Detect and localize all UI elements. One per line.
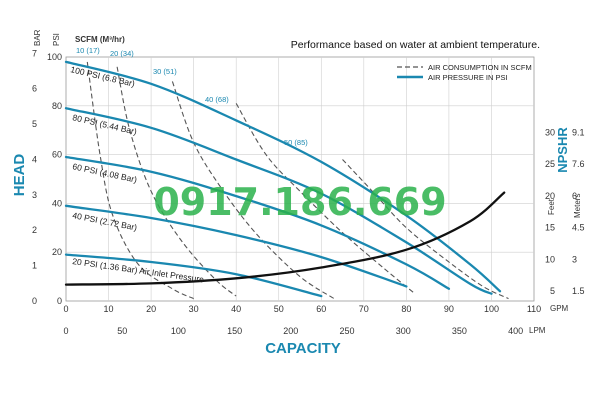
- npshr-tick-label-feet: 5: [550, 286, 555, 296]
- scfm-curve-5: [342, 159, 509, 300]
- legend-label-air-pressure: AIR PRESSURE IN PSI: [428, 73, 508, 82]
- x-tick-label-gpm: 80: [401, 304, 411, 314]
- y-tick-label-bar: 5: [32, 119, 37, 129]
- y-tick-label-bar: 4: [32, 154, 37, 164]
- x-tick-label-lpm: 300: [396, 326, 411, 336]
- y-tick-label-psi: 80: [52, 101, 62, 111]
- x-tick-label-gpm: 20: [146, 304, 156, 314]
- npshr-tick-label-meters: 6: [572, 191, 577, 201]
- x-tick-label-lpm: 200: [283, 326, 298, 336]
- npshr-tick-label-feet: 10: [545, 254, 555, 264]
- y-tick-label-bar: 7: [32, 48, 37, 58]
- psi-unit-label: PSI: [52, 33, 61, 46]
- bar-unit-label: BAR: [33, 29, 42, 46]
- scfm-curve-label-3: 30 (51): [153, 67, 177, 76]
- x-tick-label-lpm: 0: [63, 326, 68, 336]
- y-tick-label-psi: 20: [52, 247, 62, 257]
- x-tick-label-gpm: 30: [189, 304, 199, 314]
- y-tick-label-bar: 2: [32, 225, 37, 235]
- y-tick-label-psi: 0: [57, 296, 62, 306]
- x-tick-label-lpm: 350: [452, 326, 467, 336]
- npshr-tick-label-meters: 7.6: [572, 159, 585, 169]
- y-tick-label-bar: 3: [32, 190, 37, 200]
- x-tick-label-gpm: 90: [444, 304, 454, 314]
- x-tick-label-gpm: 100: [484, 304, 499, 314]
- npshr-tick-label-meters: 4.5: [572, 223, 585, 233]
- x-axis-title: CAPACITY: [265, 340, 341, 357]
- pressure-curve-5: [64, 253, 323, 298]
- scfm-curve-label-4: 40 (68): [205, 95, 229, 104]
- scfm-curve-label-1: 10 (17): [76, 46, 100, 55]
- pressure-curve-3: [64, 155, 451, 290]
- x-tick-label-lpm: 100: [171, 326, 186, 336]
- pressure-curve-4: [64, 204, 408, 288]
- performance-note: Performance based on water at ambient te…: [291, 39, 540, 51]
- x-tick-label-gpm: 70: [359, 304, 369, 314]
- scfm-curve-1: [86, 61, 194, 300]
- npshr-tick-label-feet: 30: [545, 127, 555, 137]
- scfm-curves: [86, 61, 509, 300]
- y-tick-label-bar: 1: [32, 261, 37, 271]
- x-tick-label-gpm: 10: [104, 304, 114, 314]
- watermark-phone: 0917.186.669: [153, 180, 446, 224]
- pressure-curves: [64, 60, 502, 298]
- y-tick-label-psi: 40: [52, 198, 62, 208]
- npshr-curve: [64, 191, 506, 286]
- y-tick-label-psi: 100: [47, 52, 62, 62]
- x-tick-label-lpm: 50: [117, 326, 127, 336]
- y-tick-label-bar: 0: [32, 296, 37, 306]
- pressure-curve-2: [64, 107, 493, 295]
- y-tick-label-bar: 6: [32, 84, 37, 94]
- feet-unit-label: Feet: [547, 198, 556, 215]
- npshr-tick-label-meters: 9.1: [572, 127, 585, 137]
- npshr-tick-label-feet: 20: [545, 191, 555, 201]
- scfm-curve-3: [171, 81, 335, 300]
- x-tick-label-gpm: 0: [63, 304, 68, 314]
- pressure-curve-1: [64, 60, 502, 293]
- npshr-tick-label-meters: 1.5: [572, 286, 585, 296]
- npshr-tick-label-feet: 25: [545, 159, 555, 169]
- scfm-curve-label-2: 20 (34): [110, 49, 134, 58]
- x-tick-label-lpm: 400: [508, 326, 523, 336]
- lpm-unit-label: LPM: [529, 326, 546, 335]
- legend-label-air-consumption: AIR CONSUMPTION IN SCFM: [428, 63, 532, 72]
- npshr-group: [64, 191, 506, 286]
- npshr-tick-label-meters: 3: [572, 254, 577, 264]
- meters-unit-label: Meters: [573, 194, 582, 218]
- npshr-tick-label-feet: 15: [545, 223, 555, 233]
- legend: AIR CONSUMPTION IN SCFM AIR PRESSURE IN …: [397, 63, 532, 82]
- scfm-title: SCFM (M³/hr): [75, 35, 125, 44]
- y-axis-title: HEAD: [11, 154, 28, 197]
- npshr-title: NPSHR: [555, 127, 570, 173]
- scfm-curve-4: [235, 103, 416, 295]
- gpm-unit-label: GPM: [550, 304, 569, 313]
- x-tick-label-gpm: 50: [274, 304, 284, 314]
- scfm-curve-label-5: 50 (85): [284, 138, 308, 147]
- x-tick-label-gpm: 40: [231, 304, 241, 314]
- x-tick-label-gpm: 60: [316, 304, 326, 314]
- y-tick-label-psi: 60: [52, 150, 62, 160]
- x-tick-label-lpm: 150: [227, 326, 242, 336]
- x-tick-label-gpm: 110: [527, 304, 541, 314]
- x-tick-label-lpm: 250: [339, 326, 354, 336]
